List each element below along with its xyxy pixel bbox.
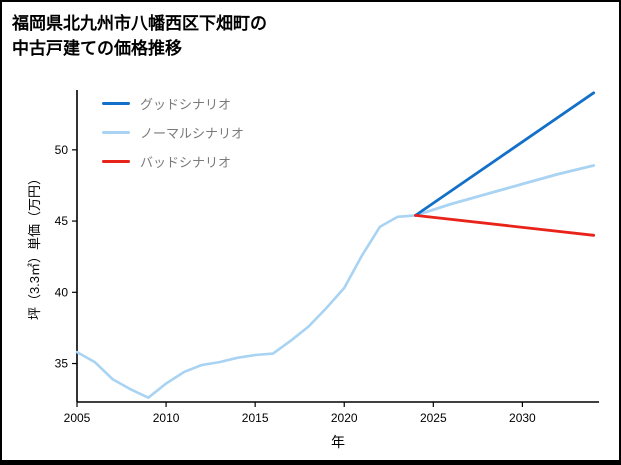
chart-legend: グッドシナリオ ノーマルシナリオ バッドシナリオ <box>102 94 244 171</box>
legend-swatch-bad <box>102 160 130 163</box>
y-tick-label: 45 <box>55 214 69 228</box>
x-tick-label: 2015 <box>242 411 269 425</box>
legend-swatch-normal <box>102 131 130 134</box>
x-tick-label: 2020 <box>331 411 358 425</box>
legend-item-normal: ノーマルシナリオ <box>102 123 244 142</box>
legend-item-bad: バッドシナリオ <box>102 152 244 171</box>
legend-swatch-good <box>102 102 130 105</box>
legend-label-bad: バッドシナリオ <box>140 155 232 170</box>
chart-title: 福岡県北九州市八幡西区下畑町の 中古戸建ての価格推移 <box>12 12 267 61</box>
y-tick-label: 50 <box>55 143 69 157</box>
legend-label-normal: ノーマルシナリオ <box>140 126 245 141</box>
x-tick-label: 2030 <box>509 411 536 425</box>
series-good <box>414 91 596 217</box>
y-tick-label: 40 <box>55 285 69 299</box>
x-tick-label: 2025 <box>420 411 447 425</box>
series-bad <box>414 213 596 237</box>
legend-item-good: グッドシナリオ <box>102 94 244 113</box>
series-normal <box>414 164 596 217</box>
legend-label-good: グッドシナリオ <box>140 97 232 112</box>
y-axis-label: 坪（3.3㎡）単価（万円） <box>27 171 42 321</box>
x-axis-label: 年 <box>331 434 345 450</box>
series-history <box>75 214 417 400</box>
chart-title-line1: 福岡県北九州市八幡西区下畑町の <box>12 14 267 33</box>
chart-title-line2: 中古戸建ての価格推移 <box>12 38 182 58</box>
x-tick-label: 2010 <box>153 411 180 425</box>
y-tick-label: 35 <box>55 357 69 371</box>
x-tick-label: 2005 <box>64 411 91 425</box>
